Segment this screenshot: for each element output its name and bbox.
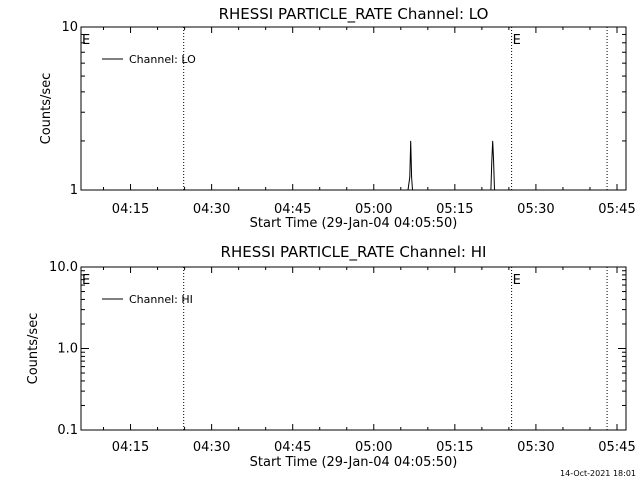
series-line <box>490 140 495 191</box>
x-tick-label: 05:00 <box>355 440 392 455</box>
plot-frame <box>80 26 627 191</box>
y-tick-label: 10.0 <box>49 260 78 275</box>
chart-panel-0: RHESSI PARTICLE_RATE Channel: LO 04:15 04:… <box>39 5 636 231</box>
y-tick-label: 1 <box>70 183 78 198</box>
x-tick-label: 05:15 <box>436 440 473 455</box>
x-tick-label: 05:00 <box>355 202 392 217</box>
x-tick-label: 05:45 <box>598 440 635 455</box>
legend-label: Channel: LO <box>129 53 196 66</box>
y-tick-label: 10 <box>61 20 78 35</box>
chart-title: RHESSI PARTICLE_RATE Channel: HI <box>221 243 487 262</box>
x-axis-label: Start Time (29-Jan-04 04:05:50) <box>250 216 458 231</box>
series-line <box>407 140 413 191</box>
x-tick-label: 05:45 <box>598 202 635 217</box>
y-tick-label: 0.1 <box>57 423 78 438</box>
x-tick-label: 04:45 <box>274 440 311 455</box>
x-tick-label: 04:15 <box>112 440 149 455</box>
legend-label: Channel: HI <box>129 293 193 306</box>
y-axis-label: Counts/sec <box>39 73 54 145</box>
chart-panel-1: RHESSI PARTICLE_RATE Channel: HI 04:15 04:… <box>26 243 636 470</box>
chart-title: RHESSI PARTICLE_RATE Channel: LO <box>219 5 489 24</box>
x-tick-label: 04:30 <box>193 202 230 217</box>
generated-timestamp: 14-Oct-2021 18:01 <box>560 469 636 478</box>
plot-frame <box>80 266 627 431</box>
x-tick-label: 04:15 <box>112 202 149 217</box>
eclipse-marker: E <box>82 273 90 288</box>
y-axis-label: Counts/sec <box>26 313 41 385</box>
x-tick-label: 05:30 <box>517 202 554 217</box>
eclipse-marker: E <box>513 273 521 288</box>
eclipse-marker: E <box>513 33 521 48</box>
x-tick-label: 05:15 <box>436 202 473 217</box>
eclipse-marker: E <box>82 33 90 48</box>
x-axis-label: Start Time (29-Jan-04 04:05:50) <box>250 455 458 470</box>
x-tick-label: 04:45 <box>274 202 311 217</box>
x-tick-label: 05:30 <box>517 440 554 455</box>
y-tick-label: 1.0 <box>57 342 78 357</box>
x-tick-label: 04:30 <box>193 440 230 455</box>
